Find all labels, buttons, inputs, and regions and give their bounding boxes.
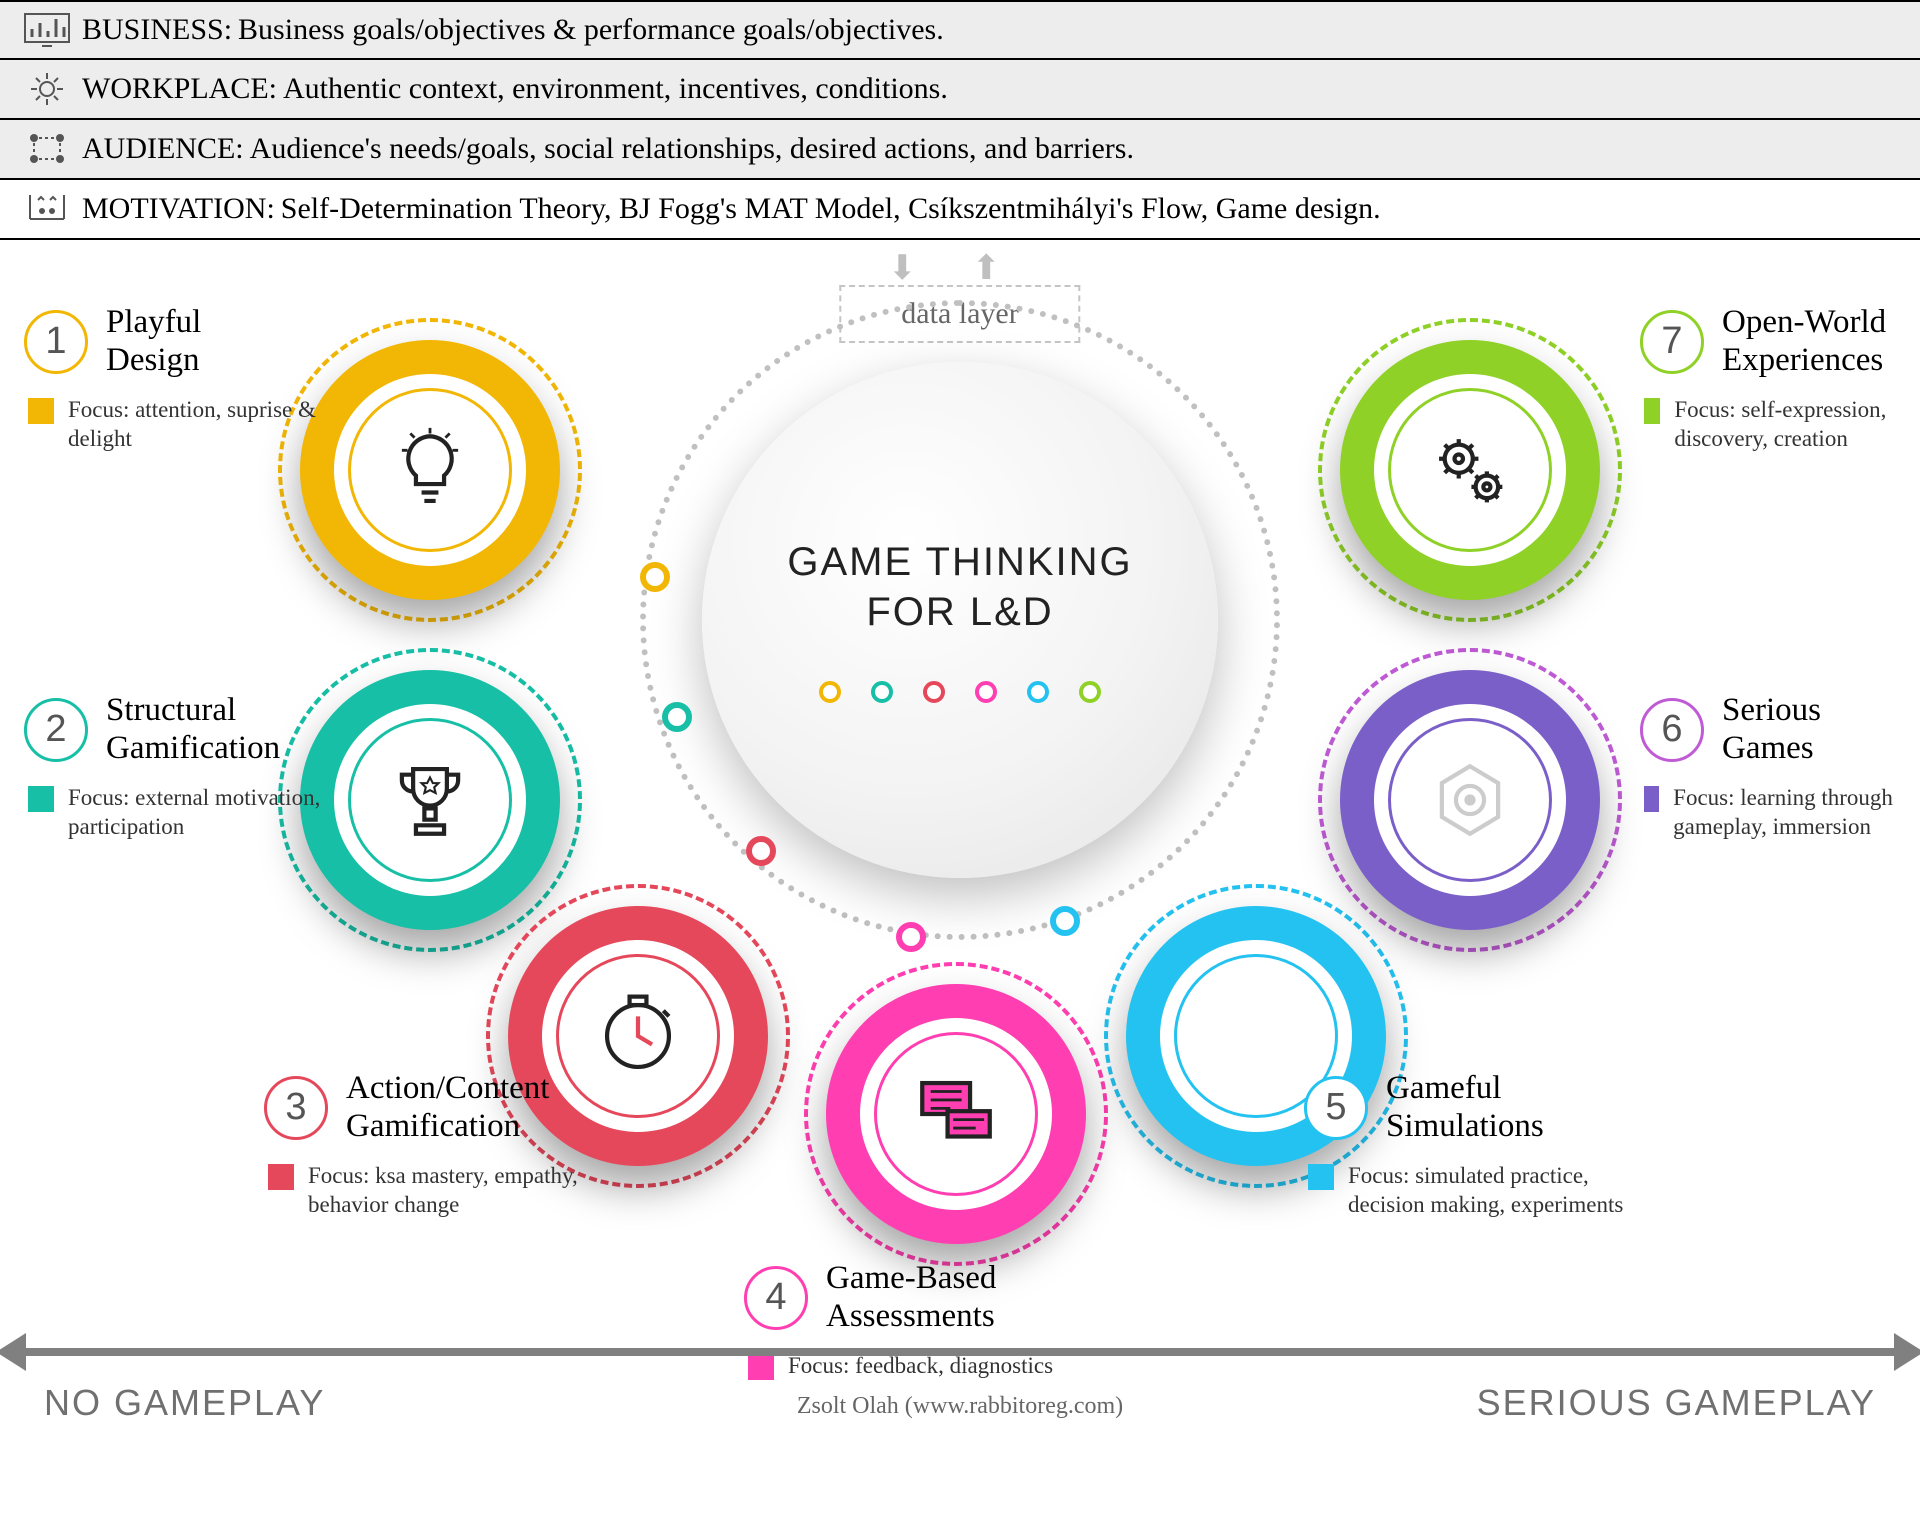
center-circle: GAME THINKING FOR L&D <box>702 362 1218 878</box>
item-number: 7 <box>1640 310 1704 374</box>
header-row-workplace: WORKPLACE: Authentic context, environmen… <box>0 60 1920 120</box>
header-label: BUSINESS: <box>82 13 232 47</box>
header-desc: Self-Determination Theory, BJ Fogg's MAT… <box>281 192 1381 226</box>
ring-marker <box>746 836 776 866</box>
center-dot <box>1027 681 1049 703</box>
item-focus-text: Focus: simulated practice, decision maki… <box>1348 1162 1648 1220</box>
item-swatch <box>1644 786 1659 812</box>
item-focus-text: Focus: attention, suprise & delight <box>68 396 368 454</box>
item-swatch <box>28 786 54 812</box>
center-dot <box>1079 681 1101 703</box>
item-title: Action/ContentGamification <box>346 1070 549 1146</box>
header-label: AUDIENCE: <box>82 132 244 166</box>
item-number: 5 <box>1304 1076 1368 1140</box>
header-label: MOTIVATION: <box>82 192 275 226</box>
spectrum-arrow <box>20 1348 1900 1356</box>
diagram-stage: ⬇ ⬆ data layer GAME THINKING FOR L&D 1 Pl… <box>0 240 1920 1450</box>
item-label-4: 4 Game-BasedAssessments Focus: feedback, d… <box>744 1260 1053 1381</box>
item-swatch <box>1308 1164 1334 1190</box>
center-dot <box>975 681 997 703</box>
gears-icon <box>1388 388 1552 552</box>
trophy-icon <box>348 718 512 882</box>
bubble-4 <box>826 984 1086 1244</box>
header-row-business: BUSINESS: Business goals/objectives & pe… <box>0 0 1920 60</box>
spectrum-right-label: SERIOUS GAMEPLAY <box>1477 1382 1876 1424</box>
ring-marker <box>1050 906 1080 936</box>
item-title: Open-WorldExperiences <box>1722 304 1886 380</box>
stage-icon <box>12 191 82 227</box>
item-number: 4 <box>744 1266 808 1330</box>
arrow-down-icon: ⬇ <box>888 248 917 288</box>
item-label-7: 7 Open-WorldExperiences Focus: self-expres… <box>1640 304 1920 453</box>
item-swatch <box>268 1164 294 1190</box>
center-dot <box>923 681 945 703</box>
bulb-icon <box>348 388 512 552</box>
center-title-line2: FOR L&D <box>866 590 1053 634</box>
item-label-3: 3 Action/ContentGamification Focus: ksa ma… <box>264 1070 608 1219</box>
ring-marker <box>640 562 670 592</box>
credit-line: Zsolt Olah (www.rabbitoreg.com) <box>797 1393 1123 1420</box>
item-label-5: 5 GamefulSimulations Focus: simulated prac… <box>1304 1070 1648 1219</box>
header-row-audience: AUDIENCE: Audience's needs/goals, social… <box>0 120 1920 180</box>
bubble-6 <box>1340 670 1600 930</box>
item-label-1: 1 PlayfulDesign Focus: attention, suprise … <box>24 304 368 453</box>
item-focus-text: Focus: ksa mastery, empathy, behavior ch… <box>308 1162 608 1220</box>
center-dot <box>819 681 841 703</box>
spectrum-left-label: NO GAMEPLAY <box>44 1382 325 1424</box>
item-title: StructuralGamification <box>106 692 280 768</box>
center-title: GAME THINKING FOR L&D <box>787 537 1132 637</box>
item-focus-text: Focus: self-expression, discovery, creat… <box>1674 396 1920 454</box>
header-desc: Business goals/objectives & performance … <box>238 13 944 47</box>
item-label-2: 2 StructuralGamification Focus: external m… <box>24 692 368 841</box>
item-title: SeriousGames <box>1722 692 1821 768</box>
center-dot <box>871 681 893 703</box>
center-dots <box>819 681 1101 703</box>
item-number: 2 <box>24 698 88 762</box>
ring-marker <box>896 922 926 952</box>
people-icon <box>12 131 82 167</box>
item-swatch <box>1644 398 1660 424</box>
header-label: WORKPLACE: <box>82 72 277 106</box>
header-row-motivation: MOTIVATION: Self-Determination Theory, B… <box>0 180 1920 240</box>
item-title: PlayfulDesign <box>106 304 201 380</box>
bubble-7 <box>1340 340 1600 600</box>
item-focus-text: Focus: external motivation, participatio… <box>68 784 368 842</box>
cam-icon <box>1388 718 1552 882</box>
item-focus-text: Focus: learning through gameplay, immers… <box>1673 784 1920 842</box>
item-focus-text: Focus: feedback, diagnostics <box>788 1352 1053 1381</box>
item-label-6: 6 SeriousGames Focus: learning through gam… <box>1640 692 1920 841</box>
item-number: 3 <box>264 1076 328 1140</box>
item-title: GamefulSimulations <box>1386 1070 1544 1146</box>
item-swatch <box>748 1354 774 1380</box>
data-layer-box: data layer <box>839 285 1080 343</box>
item-number: 6 <box>1640 698 1704 762</box>
center-title-line1: GAME THINKING <box>787 540 1132 584</box>
chart-icon <box>12 13 82 47</box>
header-desc: Audience's needs/goals, social relations… <box>250 132 1134 166</box>
chat-icon <box>874 1032 1038 1196</box>
item-number: 1 <box>24 310 88 374</box>
gear-icon <box>12 69 82 109</box>
item-title: Game-BasedAssessments <box>826 1260 996 1336</box>
ring-marker <box>662 702 692 732</box>
header-desc: Authentic context, environment, incentiv… <box>283 72 948 106</box>
arrow-up-icon: ⬆ <box>972 248 1001 288</box>
item-swatch <box>28 398 54 424</box>
